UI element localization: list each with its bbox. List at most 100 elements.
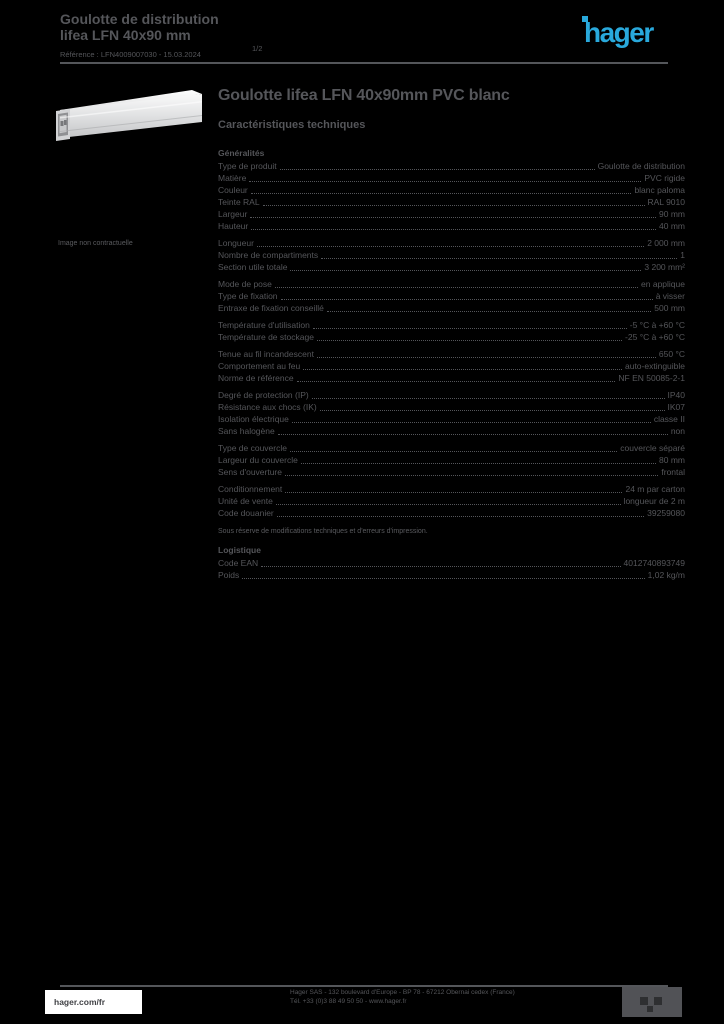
spec-label: Hauteur	[218, 221, 249, 231]
leader-dots	[261, 566, 621, 567]
spec-label: Unité de vente	[218, 496, 273, 506]
spec-row: Type de fixation à visser	[218, 290, 685, 302]
leader-dots	[316, 357, 656, 358]
header-title-line1: Goulotte de distribution	[60, 11, 219, 27]
leader-dots	[296, 381, 616, 382]
footer-divider	[60, 985, 668, 987]
header-title-block: Goulotte de distribution lifea LFN 40x90…	[60, 11, 219, 63]
spec-group: Température d'utilisation -5 °C à +60 °C T…	[218, 319, 685, 343]
spec-value: 90 mm	[659, 209, 685, 219]
spec-row: Norme de référence NF EN 50085-2-1	[218, 372, 685, 384]
spec-value: couvercle séparé	[620, 443, 685, 453]
spec-group: Longueur 2 000 mm Nombre de compartiments 1…	[218, 237, 685, 273]
leader-dots	[285, 492, 623, 493]
spec-row: Matière PVC rigide	[218, 172, 685, 184]
leader-dots	[316, 340, 623, 341]
logo-text: hager	[584, 17, 654, 48]
spec-value: 650 °C	[658, 349, 685, 359]
spec-label: Largeur	[218, 209, 248, 219]
spec-row: Teinte RAL RAL 9010	[218, 196, 685, 208]
qr-dot-icon	[647, 1006, 653, 1012]
leader-dots	[275, 504, 621, 505]
spec-row: Type de couvercle couvercle séparé	[218, 442, 685, 454]
spec-value: 500 mm	[654, 303, 685, 313]
leader-dots	[321, 258, 678, 259]
footer-website-link[interactable]: hager.com/fr	[45, 990, 142, 1014]
spec-label: Longueur	[218, 238, 254, 248]
spec-row: Mode de pose en applique	[218, 278, 685, 290]
spec-label: Comportement au feu	[218, 361, 301, 371]
spec-value: 80 mm	[659, 455, 685, 465]
trunking-illustration	[56, 90, 202, 141]
spec-value: non	[670, 426, 685, 436]
spec-group: Type de couvercle couvercle séparé Largeur…	[218, 442, 685, 478]
logo-square-icon	[582, 16, 588, 22]
spec-value: frontal	[661, 467, 685, 477]
spec-row: Longueur 2 000 mm	[218, 237, 685, 249]
qr-dot-icon	[640, 997, 648, 1005]
spec-value: blanc paloma	[634, 185, 685, 195]
leader-dots	[312, 328, 627, 329]
spec-row: Nombre de compartiments 1	[218, 249, 685, 261]
spec-label: Résistance aux chocs (IK)	[218, 402, 317, 412]
spec-value: 40 mm	[659, 221, 685, 231]
spec-label: Mode de pose	[218, 279, 272, 289]
leader-dots	[251, 229, 657, 230]
spec-group: Degré de protection (IP) IP40 Résistance a…	[218, 389, 685, 437]
spec-row: Couleur blanc paloma	[218, 184, 685, 196]
product-title: Goulotte lifea LFN 40x90mm PVC blanc	[218, 87, 510, 104]
spec-label: Teinte RAL	[218, 197, 260, 207]
spec-value: Goulotte de distribution	[597, 161, 685, 171]
spec-group: Type de produit Goulotte de distribution M…	[218, 160, 685, 232]
spec-value: IP40	[667, 390, 686, 400]
spec-value: 39259080	[647, 508, 685, 518]
spec-label: Poids	[218, 570, 240, 580]
spec-row: Conditionnement 24 m par carton	[218, 483, 685, 495]
spec-label: Code EAN	[218, 558, 259, 568]
section-subtitle: Caractéristiques techniques	[218, 119, 366, 131]
spec-table: Généralités Type de produit Goulotte de di…	[218, 147, 685, 581]
spec-label: Température d'utilisation	[218, 320, 310, 330]
leader-dots	[311, 398, 665, 399]
spec-label: Type de fixation	[218, 291, 278, 301]
spec-row: Code EAN 4012740893749	[218, 557, 685, 569]
leader-dots	[291, 422, 651, 423]
leader-dots	[319, 410, 665, 411]
header-subline: Référence : LFN4009007030 - 15.03.2024	[60, 50, 201, 59]
spec-row: Largeur 90 mm	[218, 208, 685, 220]
spec-group-logistics: Code EAN 4012740893749 Poids 1,02 kg/m	[218, 557, 685, 581]
spec-row: Unité de vente longueur de 2 m	[218, 495, 685, 507]
spec-label: Isolation électrique	[218, 414, 289, 424]
spec-row: Largeur du couvercle 80 mm	[218, 454, 685, 466]
spec-label: Température de stockage	[218, 332, 314, 342]
leader-dots	[242, 578, 645, 579]
spec-value: longueur de 2 m	[623, 496, 685, 506]
spec-value: classe II	[653, 414, 685, 424]
header-divider	[60, 62, 668, 64]
spec-label: Largeur du couvercle	[218, 455, 298, 465]
spec-row: Poids 1,02 kg/m	[218, 569, 685, 581]
spec-group: Tenue au fil incandescent 650 °C Comportem…	[218, 348, 685, 384]
leader-dots	[262, 205, 645, 206]
leader-dots	[276, 516, 645, 517]
leader-dots	[256, 246, 645, 247]
spec-label: Nombre de compartiments	[218, 250, 319, 260]
spec-value: RAL 9010	[647, 197, 686, 207]
spec-value: auto-extinguible	[624, 361, 685, 371]
spec-group: Conditionnement 24 m par carton Unité de v…	[218, 483, 685, 519]
spec-section-header: Logistique	[218, 545, 261, 555]
spec-row: Température d'utilisation -5 °C à +60 °C	[218, 319, 685, 331]
spec-label: Sans halogène	[218, 426, 275, 436]
qr-code	[622, 987, 682, 1017]
spec-value: en applique	[641, 279, 685, 289]
spec-row: Type de produit Goulotte de distribution	[218, 160, 685, 172]
spec-value: -25 °C à +60 °C	[625, 332, 685, 342]
leader-dots	[280, 299, 653, 300]
leader-dots	[250, 217, 657, 218]
page-indicator: 1/2	[252, 44, 263, 53]
spec-row: Degré de protection (IP) IP40	[218, 389, 685, 401]
leader-dots	[274, 287, 639, 288]
footer-website-label: hager.com/fr	[54, 997, 106, 1007]
spec-label: Type de produit	[218, 161, 277, 171]
spec-value: PVC rigide	[644, 173, 685, 183]
